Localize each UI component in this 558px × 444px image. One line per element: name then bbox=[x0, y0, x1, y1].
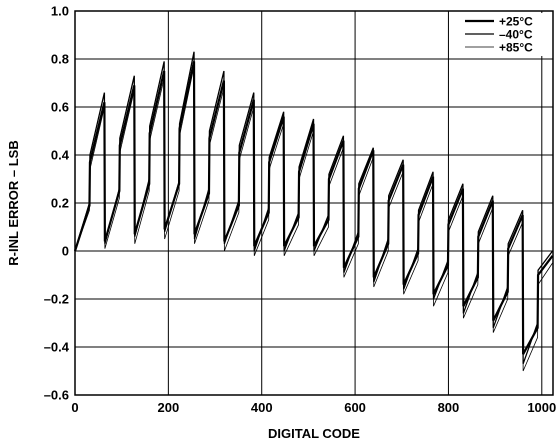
y-tick-label: 0.8 bbox=[51, 52, 69, 67]
x-tick-label: 400 bbox=[251, 400, 273, 415]
y-tick-label: 0 bbox=[62, 244, 69, 259]
y-tick-label: 0.4 bbox=[51, 148, 70, 163]
y-tick-label: –0.4 bbox=[44, 340, 70, 355]
y-axis-title: R-INL ERROR – LSB bbox=[6, 140, 21, 265]
legend-label: –40°C bbox=[499, 28, 533, 42]
legend-label: +85°C bbox=[499, 41, 533, 55]
x-tick-labels: 0 200 400 600 800 1000 bbox=[71, 400, 556, 415]
x-tick-label: 800 bbox=[438, 400, 460, 415]
legend-items: +25°C–40°C+85°C bbox=[465, 15, 533, 55]
x-tick-label: 1000 bbox=[527, 400, 556, 415]
legend: +25°C–40°C+85°C bbox=[462, 13, 551, 56]
series-line-3 bbox=[74, 66, 553, 372]
y-tick-label: –0.6 bbox=[44, 388, 69, 403]
x-tick-label: 600 bbox=[344, 400, 366, 415]
x-tick-label: 200 bbox=[158, 400, 180, 415]
series-layer bbox=[73, 51, 554, 372]
y-tick-label: 0.6 bbox=[51, 100, 69, 115]
grid bbox=[74, 10, 553, 396]
y-tick-label: –0.2 bbox=[44, 292, 69, 307]
y-tick-label: 0.2 bbox=[51, 196, 69, 211]
y-tick-labels: 1.0 0.8 0.6 0.4 0.2 0 –0.2 –0.4 –0.6 bbox=[44, 4, 70, 403]
x-axis-title: DIGITAL CODE bbox=[268, 426, 360, 441]
x-tick-label: 0 bbox=[71, 400, 78, 415]
legend-label: +25°C bbox=[499, 15, 533, 29]
y-tick-label: 1.0 bbox=[51, 4, 69, 19]
plot-frame bbox=[74, 10, 554, 396]
